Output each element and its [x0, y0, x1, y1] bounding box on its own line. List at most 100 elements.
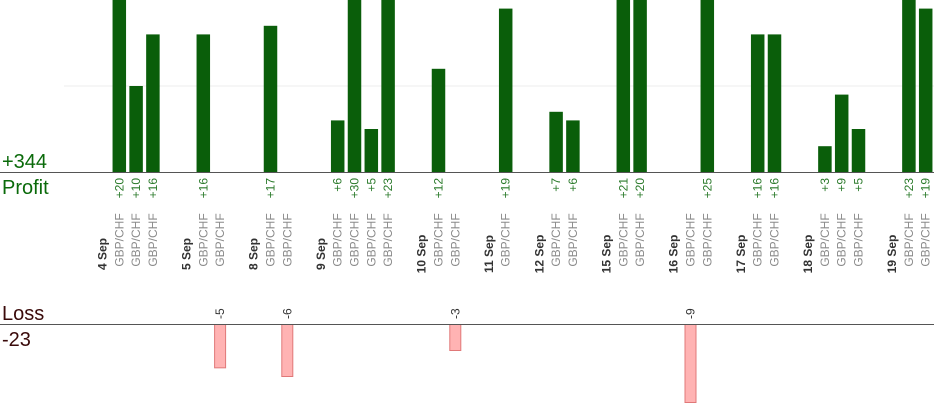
- pair-label: GBP/CHF: [196, 213, 210, 266]
- pair-label: GBP/CHF: [280, 213, 294, 266]
- loss-bar: [449, 324, 462, 351]
- date-label: 5 Sep: [180, 238, 194, 270]
- profit-bar: [364, 129, 379, 172]
- profit-bar: [767, 34, 782, 173]
- date-label: 15 Sep: [600, 235, 614, 274]
- profit-bar: [549, 111, 563, 172]
- profit-bar: [750, 34, 765, 173]
- loss-value-label: -9: [684, 308, 698, 319]
- profit-bar: [700, 0, 715, 172]
- profit-value-label: +19: [499, 178, 513, 199]
- date-label: 9 Sep: [314, 238, 328, 270]
- profit-value-label: +3: [818, 178, 832, 192]
- profit-bar: [818, 146, 832, 172]
- profit-bar: [616, 0, 631, 172]
- date-label: 18 Sep: [801, 235, 815, 274]
- profit-value-label: +9: [835, 178, 849, 192]
- profit-bar: [851, 129, 866, 172]
- pair-label: GBP/CHF: [633, 213, 647, 266]
- profit-bar: [381, 0, 395, 172]
- date-label: 17 Sep: [734, 235, 748, 274]
- pair-label: GBP/CHF: [902, 213, 916, 266]
- profit-value-label: +30: [348, 178, 362, 199]
- loss-value-label: -5: [213, 308, 227, 319]
- profit-bar: [112, 0, 127, 172]
- pair-label: GBP/CHF: [264, 213, 278, 266]
- profit-bar: [263, 25, 278, 172]
- pair-label: GBP/CHF: [549, 213, 563, 266]
- pair-label: GBP/CHF: [566, 213, 580, 266]
- profit-value-label: +10: [129, 178, 143, 199]
- date-label: 4 Sep: [96, 238, 110, 270]
- profit-value-label: +21: [616, 178, 630, 199]
- loss-bar: [214, 324, 227, 369]
- profit-bar: [196, 34, 211, 173]
- profit-bar: [498, 8, 513, 172]
- pair-label: GBP/CHF: [751, 213, 765, 266]
- pair-label: GBP/CHF: [432, 213, 446, 266]
- pair-label: GBP/CHF: [331, 213, 345, 266]
- loss-label: Loss: [2, 303, 44, 325]
- profit-value-label: +20: [633, 178, 647, 199]
- pair-label: GBP/CHF: [448, 213, 462, 266]
- profit-bar: [834, 94, 849, 172]
- profit-bar: [918, 8, 933, 172]
- pair-label: GBP/CHF: [348, 213, 362, 266]
- date-label: 8 Sep: [247, 238, 261, 270]
- date-label: 10 Sep: [415, 235, 429, 274]
- axes-layer: [0, 172, 934, 325]
- profit-value-label: +23: [902, 178, 916, 199]
- bars-layer: [112, 0, 933, 403]
- pair-label: GBP/CHF: [499, 213, 513, 266]
- pair-label: GBP/CHF: [700, 213, 714, 266]
- profit-bar: [129, 86, 143, 172]
- pair-label: GBP/CHF: [112, 213, 126, 266]
- profit-bar: [347, 0, 362, 172]
- profit-value-label: +16: [196, 178, 210, 199]
- profit-total: +344: [2, 151, 47, 173]
- profit-value-label: +6: [566, 178, 580, 192]
- pair-label: GBP/CHF: [768, 213, 782, 266]
- profit-label: Profit: [2, 177, 49, 199]
- pair-label: GBP/CHF: [818, 213, 832, 266]
- date-label: 19 Sep: [885, 235, 899, 274]
- loss-bar: [684, 324, 697, 403]
- pair-label: GBP/CHF: [852, 213, 866, 266]
- pair-label: GBP/CHF: [146, 213, 160, 266]
- pair-label: GBP/CHF: [616, 213, 630, 266]
- profit-value-label: +6: [331, 178, 345, 192]
- profit-value-label: +7: [549, 178, 563, 192]
- profit-bar: [146, 34, 160, 173]
- profit-value-label: +16: [751, 178, 765, 199]
- loss-total: -23: [2, 329, 31, 351]
- profit-bar: [902, 0, 916, 172]
- pair-label: GBP/CHF: [129, 213, 143, 266]
- date-label: 12 Sep: [532, 235, 546, 274]
- pair-label: GBP/CHF: [213, 213, 227, 266]
- pair-label: GBP/CHF: [684, 213, 698, 266]
- profit-value-label: +16: [768, 178, 782, 199]
- profit-value-label: +12: [432, 178, 446, 199]
- profit-bar: [633, 0, 647, 172]
- date-label: 11 Sep: [482, 235, 496, 273]
- profit-value-label: +17: [264, 178, 278, 199]
- profit-value-label: +5: [852, 178, 866, 192]
- profit-bar: [566, 120, 580, 172]
- profit-value-label: +16: [146, 178, 160, 199]
- loss-value-label: -6: [280, 308, 294, 319]
- date-label: 16 Sep: [667, 235, 681, 274]
- pair-label: GBP/CHF: [364, 213, 378, 266]
- profit-bar: [431, 68, 446, 172]
- loss-value-label: -3: [448, 308, 462, 319]
- profit-value-label: +20: [112, 178, 126, 199]
- profit-value-label: +19: [919, 178, 933, 199]
- profit-bar: [330, 120, 345, 172]
- pair-label: GBP/CHF: [381, 213, 395, 266]
- profit-value-label: +5: [364, 178, 378, 192]
- pair-label: GBP/CHF: [835, 213, 849, 266]
- pair-label: GBP/CHF: [919, 213, 933, 266]
- profit-value-label: +25: [700, 178, 714, 199]
- profit-value-label: +23: [381, 178, 395, 199]
